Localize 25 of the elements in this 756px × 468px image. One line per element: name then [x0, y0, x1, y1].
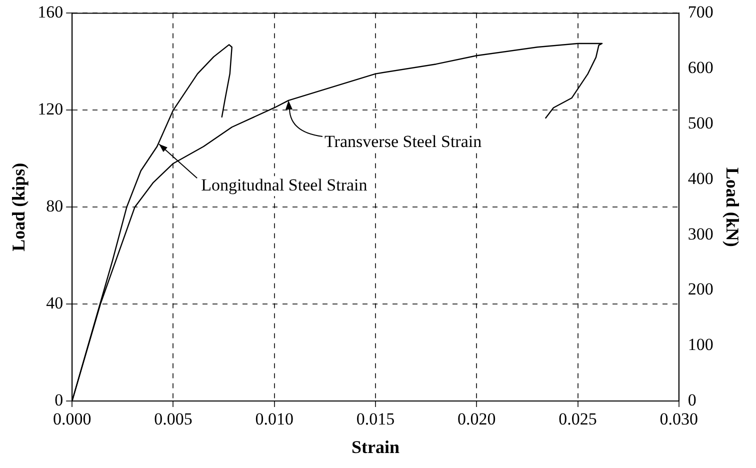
- y-axis-title: Load (kips): [8, 162, 28, 252]
- y-tick-label: 160: [38, 2, 64, 22]
- x-tick-label: 0.015: [356, 410, 395, 429]
- x-tick-label: 0.000: [52, 410, 92, 429]
- y2-tick-label: 400: [688, 168, 714, 188]
- y2-tick-label: 300: [688, 224, 714, 244]
- y2-tick-label: 200: [688, 280, 714, 299]
- annotation: Longitudnal Steel Strain: [201, 176, 368, 195]
- y2-tick-label: 0: [688, 390, 696, 410]
- y-tick-label: 0: [54, 390, 64, 410]
- y2-tick-label: 100: [688, 335, 714, 354]
- x-tick-label: 0.005: [154, 410, 192, 429]
- x-tick-label: 0.025: [558, 410, 597, 429]
- annotation: Transverse Steel Strain: [324, 132, 482, 151]
- y2-tick-label: 700: [688, 2, 714, 22]
- y2-tick-label: 600: [688, 58, 714, 78]
- y-tick-label: 80: [46, 196, 64, 216]
- x-tick-label: 0.030: [660, 410, 698, 429]
- y-tick-label: 40: [46, 294, 64, 313]
- x-tick-label: 0.010: [255, 410, 294, 429]
- x-tick-label: 0.020: [458, 410, 496, 429]
- y2-tick-label: 500: [688, 113, 714, 132]
- y-tick-label: 120: [38, 100, 64, 119]
- x-axis-title: Strain: [351, 436, 400, 457]
- y2-axis-title: Load (kN): [722, 167, 743, 247]
